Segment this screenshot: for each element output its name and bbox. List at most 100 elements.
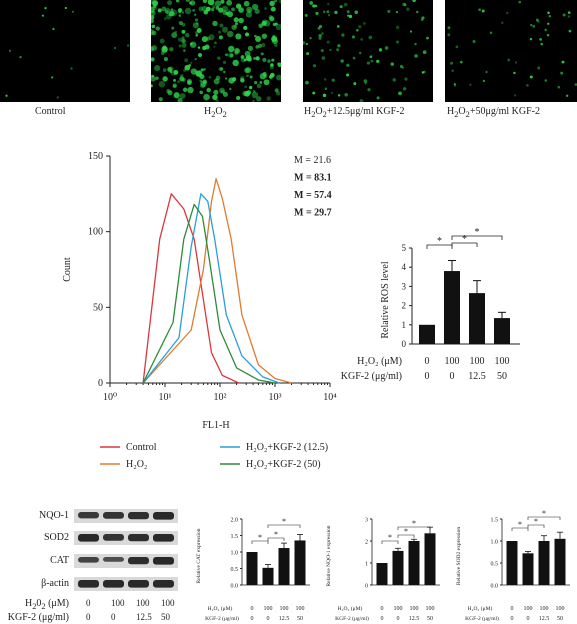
fluorescent-dot xyxy=(276,74,281,81)
micro-panel-12.5 xyxy=(303,0,433,102)
fluorescent-dot xyxy=(529,75,533,79)
bar-1 xyxy=(444,271,460,344)
fluorescent-dot xyxy=(455,45,459,49)
micro-panel-50 xyxy=(445,0,577,102)
fluorescent-dot xyxy=(181,36,185,40)
sod2-bar-chart: 0.0 0.5 1.0 1.5 Relative SOD2 expression * * * H… xyxy=(456,509,570,622)
fluorescent-dot xyxy=(567,11,571,14)
fluorescent-dot xyxy=(337,94,341,97)
fluorescent-dot xyxy=(256,83,262,89)
fluorescent-dot xyxy=(218,35,223,40)
fluorescent-dot xyxy=(422,50,427,55)
fluorescent-dot xyxy=(51,76,54,79)
fluorescent-dot xyxy=(560,71,564,75)
fluorescent-dot xyxy=(183,49,186,52)
fluorescent-dot xyxy=(217,56,221,60)
wb-band-nqo1 xyxy=(74,509,178,523)
fluorescent-dot xyxy=(235,3,242,9)
fluorescent-dot xyxy=(322,93,327,98)
bar-1 xyxy=(262,567,274,585)
fluorescent-dot xyxy=(181,29,186,34)
fluorescent-dot xyxy=(271,58,275,62)
bar-0 xyxy=(246,552,258,585)
fluorescent-dot xyxy=(402,2,406,7)
sig-bracket xyxy=(251,540,269,544)
fluorescent-dot xyxy=(254,8,260,14)
fluorescent-dot xyxy=(344,92,349,97)
y-axis-label: Relative CAT expression xyxy=(196,528,202,583)
fluorescent-dot xyxy=(213,45,216,48)
y-tick-label: 100 xyxy=(88,227,103,238)
fluorescent-dot xyxy=(151,18,154,24)
fluorescent-dot xyxy=(341,33,345,37)
micro-label-12.5: H2O2+12.5μg/ml KGF-2 xyxy=(304,106,405,119)
bar-1 xyxy=(522,553,534,585)
row1-value: 100 xyxy=(470,356,485,367)
row2-value: 0 xyxy=(450,371,455,382)
fluorescent-dot xyxy=(254,34,257,38)
sig-bracket xyxy=(451,242,478,247)
sig-bracket xyxy=(381,540,399,544)
fluorescent-dot xyxy=(202,45,207,51)
fluorescent-dot xyxy=(165,10,169,14)
fluorescent-dot xyxy=(235,33,242,40)
fluorescent-dot xyxy=(352,56,356,60)
row1-value: 100 xyxy=(524,606,533,612)
fluorescent-dot xyxy=(337,44,341,48)
fluorescent-dot xyxy=(264,7,267,10)
fluorescent-dot xyxy=(199,79,203,83)
fluorescent-dot xyxy=(177,97,183,102)
fluorescent-dot xyxy=(151,24,156,29)
fluorescent-dot xyxy=(561,60,565,64)
cat-bar-chart: 0.0 0.5 1.0 1.5 2.0 Relative CAT expression * *… xyxy=(196,517,310,622)
fluorescent-dot xyxy=(326,10,330,14)
fluorescent-dot xyxy=(248,85,253,90)
fluorescent-dot xyxy=(167,0,172,6)
wb-band-lane xyxy=(103,534,124,541)
fluorescent-dot xyxy=(203,10,209,15)
fluorescent-dot xyxy=(169,10,175,17)
fluorescent-dot xyxy=(201,5,208,12)
wb-row1-value: 100 xyxy=(136,598,150,608)
wb-row1-value: 100 xyxy=(161,598,175,608)
fluorescent-dot xyxy=(195,34,198,37)
fluorescent-dot xyxy=(530,23,533,27)
sig-star: * xyxy=(404,527,408,536)
fluorescent-dot xyxy=(232,77,237,82)
fluorescent-dot xyxy=(190,42,193,46)
fluorescent-dot xyxy=(163,57,168,62)
fluorescent-dot xyxy=(225,53,228,57)
fluorescent-dot xyxy=(537,20,540,23)
fluorescent-dot xyxy=(387,9,391,13)
fluorescent-dot xyxy=(303,40,306,45)
fluorescent-dot xyxy=(272,38,278,45)
fluorescent-dot xyxy=(529,37,533,41)
fluorescent-dot xyxy=(227,9,231,13)
y-tick-label: 150 xyxy=(88,151,103,162)
fluorescent-dot xyxy=(314,4,318,8)
y-tick-label: 3 xyxy=(365,518,368,524)
fluorescent-dot xyxy=(151,29,155,36)
fluorescent-dot xyxy=(363,22,366,25)
fluorescent-dot xyxy=(321,56,326,60)
bar-2 xyxy=(408,541,420,585)
fluorescent-dot xyxy=(532,25,536,28)
fluorescent-dot xyxy=(232,59,239,67)
fluorescent-dot xyxy=(421,71,425,74)
fluorescent-dot xyxy=(190,68,198,75)
fluorescent-dot xyxy=(155,26,160,31)
row1-label: H₂O₂ (μM) xyxy=(338,605,363,612)
sig-star: * xyxy=(274,530,278,539)
row1-value: 100 xyxy=(426,606,435,612)
row2-value: 12.5 xyxy=(279,616,290,622)
y-tick-label: 0.0 xyxy=(231,584,239,590)
fluorescent-dot xyxy=(359,51,362,55)
wb-label-sod2: SOD2 xyxy=(43,532,69,543)
fluorescent-dot xyxy=(189,0,196,6)
wb-band-lane xyxy=(128,512,149,520)
row2-value: 0 xyxy=(425,371,430,382)
fluorescent-dot xyxy=(392,78,397,82)
fluorescent-dot xyxy=(222,91,228,97)
fluorescent-dot xyxy=(255,45,259,49)
wb-row2-label: KGF-2 (μg/ml) xyxy=(7,612,69,623)
